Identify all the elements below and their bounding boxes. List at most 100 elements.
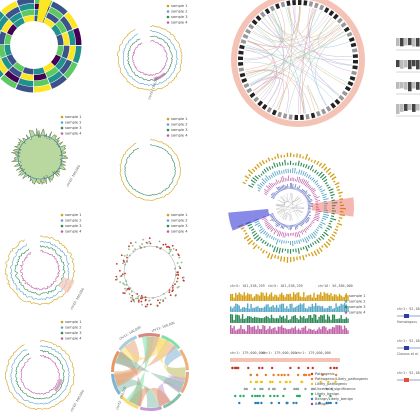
track-bar [302, 220, 305, 223]
track-bar [315, 200, 320, 202]
track-bar [342, 319, 344, 323]
scatter-point [120, 254, 123, 257]
link [246, 34, 346, 76]
track-bar [308, 186, 312, 190]
track-bar [319, 173, 325, 179]
track-bar [338, 293, 341, 301]
track-bar [343, 318, 346, 323]
track-bar [340, 315, 342, 323]
legend-label: sample 2 [171, 219, 188, 223]
track-bar [268, 182, 274, 188]
track-bar [235, 330, 237, 334]
track-bar [261, 239, 265, 244]
inner-ring [123, 245, 177, 299]
track-bar [278, 169, 281, 175]
track-bar [300, 189, 304, 193]
ideogram-band [248, 23, 255, 30]
track-bar [256, 163, 260, 168]
track-bar [269, 214, 274, 217]
ideogram-band [255, 15, 262, 22]
chord-sector [118, 335, 138, 351]
link [288, 6, 336, 38]
track-bar [333, 314, 336, 323]
track-bar [316, 171, 319, 175]
track-bar [298, 189, 301, 192]
track-bar [318, 225, 323, 229]
variant-dot [286, 401, 289, 405]
track-bar [305, 194, 311, 199]
scatter-point [131, 298, 134, 301]
legend-swatch [310, 372, 314, 376]
track-bar [296, 318, 298, 323]
track-bar [271, 195, 275, 198]
legend-label: sample 4 [65, 230, 82, 234]
track-bar [253, 316, 256, 323]
track-bar [277, 186, 281, 192]
signal-bar [400, 104, 404, 112]
track-bar [333, 231, 337, 235]
variant-dot [277, 373, 280, 377]
axis-label: chr10: 100,000 [69, 287, 85, 310]
track-bar [332, 314, 334, 323]
scatter-point [170, 248, 172, 251]
track-bar [321, 217, 327, 221]
track-bar [281, 303, 283, 312]
track-bar [331, 176, 337, 181]
track-bar [316, 239, 320, 244]
track-bar [264, 232, 268, 236]
link [315, 31, 345, 107]
track-bar [304, 237, 308, 244]
legend-label: sample 3 [171, 15, 188, 19]
track-bar [300, 247, 302, 251]
track-bar [281, 162, 284, 166]
scatter-point [140, 300, 143, 303]
track-bar [238, 305, 240, 312]
track-bar [281, 248, 284, 253]
scatter-point [177, 285, 180, 288]
signal-bar [400, 38, 404, 47]
track-bar [315, 182, 319, 186]
track-bar [257, 317, 259, 323]
track-bar [330, 328, 332, 334]
circular-line-panels: sample 1 sample 2 sample 3 sample 4 chr10: 1… [4, 4, 188, 413]
track-bar [314, 179, 319, 184]
legend-label: sample 1 [65, 115, 82, 119]
track-bar [323, 209, 329, 211]
scatter-point [141, 297, 144, 299]
track-bar [295, 248, 297, 253]
scatter-point [119, 281, 122, 284]
track-bar [265, 304, 268, 312]
variant-dot [292, 401, 295, 405]
track-bar [297, 223, 299, 226]
track-bar [264, 191, 268, 194]
ideogram-band [253, 96, 260, 103]
heatmap-cell [67, 29, 76, 45]
series-ring [19, 249, 61, 291]
ideogram-band [240, 39, 247, 45]
track-bar [286, 232, 288, 237]
track-bar [328, 294, 330, 301]
legend-swatch [166, 230, 170, 233]
track-bar [271, 172, 275, 177]
track-bar [307, 207, 311, 208]
scatter-point [125, 289, 128, 292]
track-bar [252, 242, 256, 246]
scatter-point [158, 240, 161, 243]
track-bar [327, 171, 332, 176]
track-bar [284, 296, 286, 301]
ideogram-band [305, 113, 310, 120]
track-bar [307, 208, 312, 210]
track-bar [262, 317, 264, 323]
heatmap-cell [1, 19, 13, 33]
track-bar [302, 190, 306, 194]
link [267, 12, 285, 105]
track-bar [347, 306, 349, 312]
variant-dot [234, 366, 237, 370]
track-bar [316, 160, 320, 166]
track-bar [269, 307, 271, 312]
track-bar [289, 303, 291, 312]
track-bar [243, 307, 245, 312]
track-bar [254, 175, 260, 180]
track-bar [311, 297, 313, 301]
track-bar [244, 232, 248, 235]
